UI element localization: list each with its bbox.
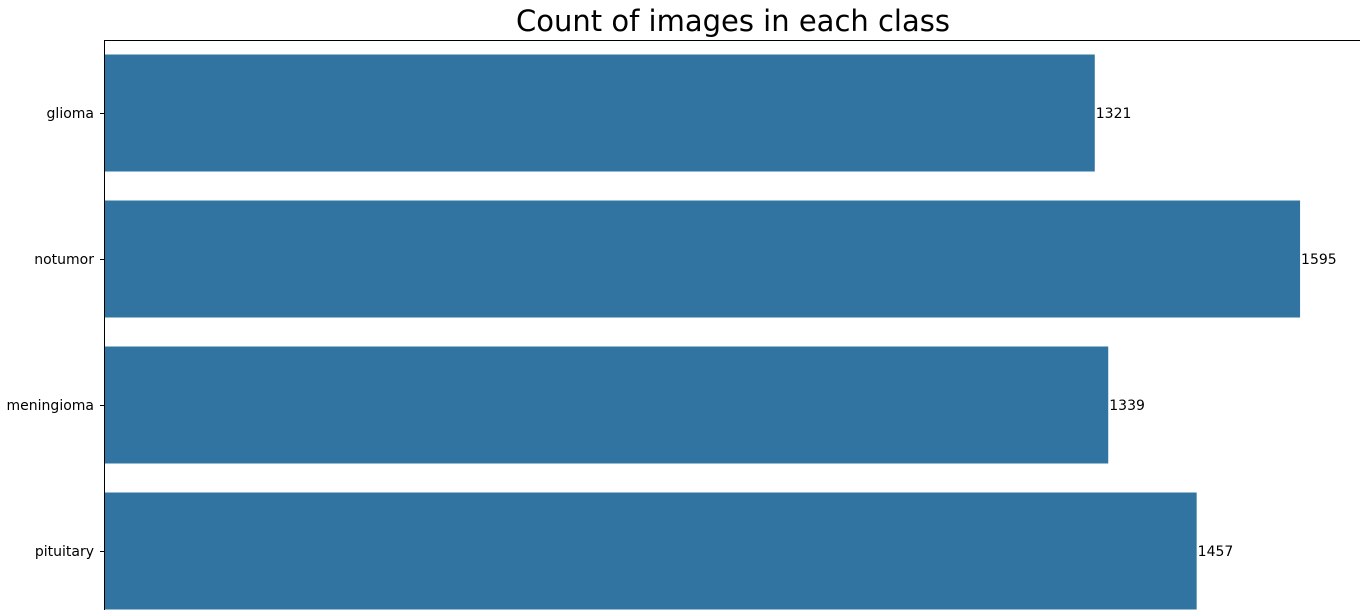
bar-meningioma <box>105 346 1109 464</box>
y-axis-ticks: glioma notumor meningioma pituitary <box>7 106 105 560</box>
data-label-pituitary: 1457 <box>1198 544 1234 560</box>
bar-pituitary <box>105 492 1197 610</box>
y-tick-label-meningioma: meningioma <box>7 398 94 414</box>
y-tick-label-notumor: notumor <box>34 252 94 268</box>
y-tick-label-glioma: glioma <box>47 106 94 122</box>
labels-layer: 1321 1595 1339 1457 <box>1096 106 1337 560</box>
data-label-notumor: 1595 <box>1301 252 1337 268</box>
bar-glioma <box>105 54 1095 172</box>
data-label-meningioma: 1339 <box>1109 398 1145 414</box>
chart-title: Count of images in each class <box>516 4 950 38</box>
data-label-glioma: 1321 <box>1096 106 1132 122</box>
y-tick-label-pituitary: pituitary <box>35 544 94 560</box>
bar-notumor <box>105 200 1301 318</box>
bars-layer <box>105 54 1301 610</box>
